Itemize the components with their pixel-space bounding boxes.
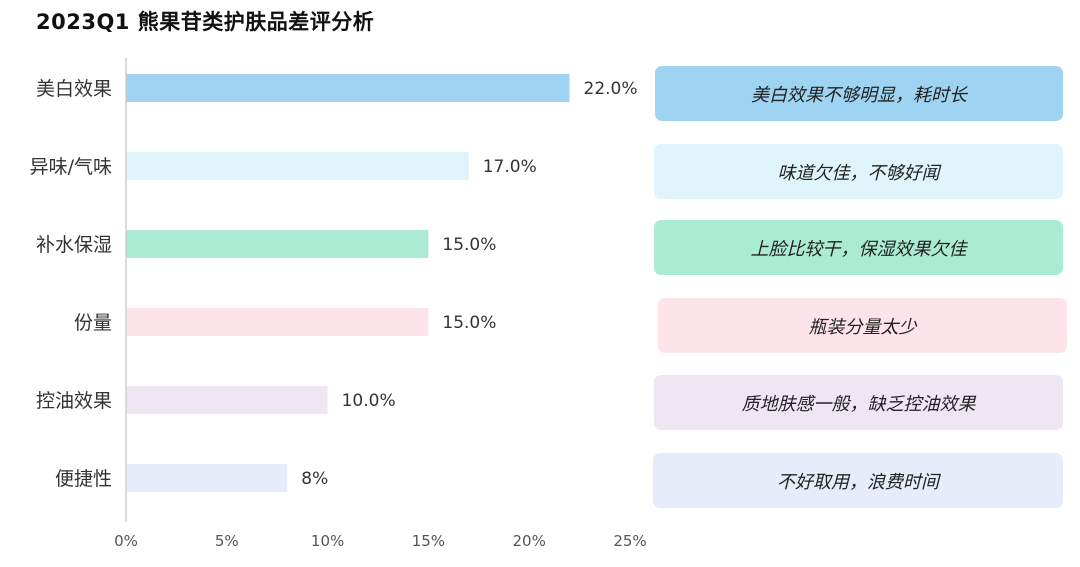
category-label: 便捷性 — [55, 468, 112, 490]
value-label: 8% — [301, 469, 328, 489]
value-label: 17.0% — [483, 157, 537, 177]
bar — [126, 386, 328, 414]
value-label: 10.0% — [342, 391, 396, 411]
category-label: 控油效果 — [36, 390, 112, 412]
x-tick-label: 0% — [114, 532, 138, 550]
category-label: 份量 — [74, 312, 112, 334]
bar — [126, 152, 469, 180]
note-box: 质地肤感一般，缺乏控油效果 — [654, 375, 1063, 430]
category-label: 异味/气味 — [30, 156, 112, 178]
bar-chart: 美白效果 22.0% 异味/气味 17.0% 补水保湿 15.0% 份量 15.0% 控油效果 1… — [30, 58, 647, 550]
value-label: 15.0% — [442, 313, 496, 333]
bar — [126, 308, 429, 336]
note-box: 上脸比较干，保湿效果欠佳 — [654, 220, 1063, 275]
x-tick-label: 15% — [412, 532, 445, 550]
bar — [126, 464, 288, 492]
chart-title: 2023Q1 熊果苷类护肤品差评分析 — [36, 10, 375, 34]
value-label: 22.0% — [584, 79, 638, 99]
note-box: 不好取用，浪费时间 — [653, 453, 1063, 508]
note-box: 瓶装分量太少 — [658, 298, 1067, 353]
x-tick-label: 5% — [215, 532, 239, 550]
x-tick-label: 20% — [513, 532, 546, 550]
x-tick-label: 25% — [613, 532, 646, 550]
note-box: 味道欠佳，不够好闻 — [654, 144, 1063, 199]
category-label: 美白效果 — [36, 78, 112, 100]
bar — [126, 74, 570, 102]
note-box: 美白效果不够明显，耗时长 — [655, 66, 1063, 121]
x-tick-label: 10% — [311, 532, 344, 550]
value-label: 15.0% — [442, 235, 496, 255]
category-label: 补水保湿 — [36, 234, 112, 256]
bar — [126, 230, 429, 258]
